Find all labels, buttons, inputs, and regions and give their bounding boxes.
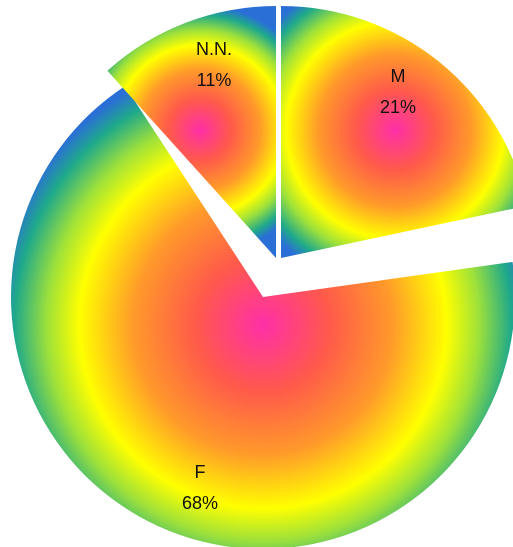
pie-slice-f — [11, 86, 513, 547]
slice-category-label: M — [391, 66, 406, 86]
pie-slice-m — [281, 6, 513, 258]
slice-percent-label: 21% — [380, 97, 416, 117]
slice-category-label: N.N. — [196, 39, 232, 59]
slice-percent-label: 11% — [197, 70, 232, 90]
labels-layer: F 68% M 21% N.N. 11% — [182, 39, 416, 513]
slice-percent-label: 68% — [182, 493, 218, 513]
slices-layer — [11, 6, 513, 547]
slice-category-label: F — [195, 462, 206, 482]
pie-slice-n-n — [107, 6, 276, 258]
